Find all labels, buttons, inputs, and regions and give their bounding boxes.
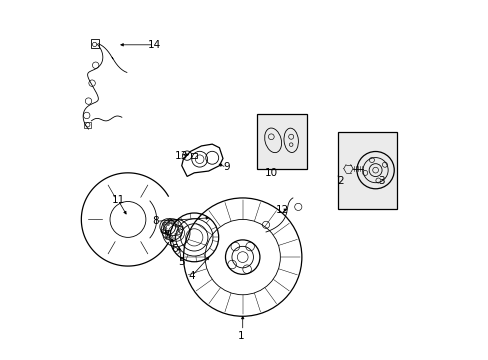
Text: 6: 6 — [171, 244, 178, 254]
Bar — [84, 122, 91, 128]
Text: 12: 12 — [276, 206, 289, 216]
Text: 9: 9 — [223, 162, 229, 172]
Bar — [337, 132, 396, 209]
Text: 2: 2 — [337, 176, 343, 186]
Text: 3: 3 — [378, 176, 385, 186]
Text: 5: 5 — [178, 257, 184, 267]
Text: 7: 7 — [163, 230, 169, 239]
Text: 4: 4 — [188, 271, 195, 281]
Text: 8: 8 — [152, 216, 159, 226]
Text: 1: 1 — [237, 331, 244, 341]
Bar — [191, 153, 197, 158]
Text: 11: 11 — [111, 195, 124, 206]
Bar — [91, 39, 99, 48]
Text: 10: 10 — [264, 168, 277, 178]
Text: 14: 14 — [147, 40, 161, 50]
Text: 13: 13 — [174, 150, 187, 161]
Bar — [257, 114, 306, 169]
